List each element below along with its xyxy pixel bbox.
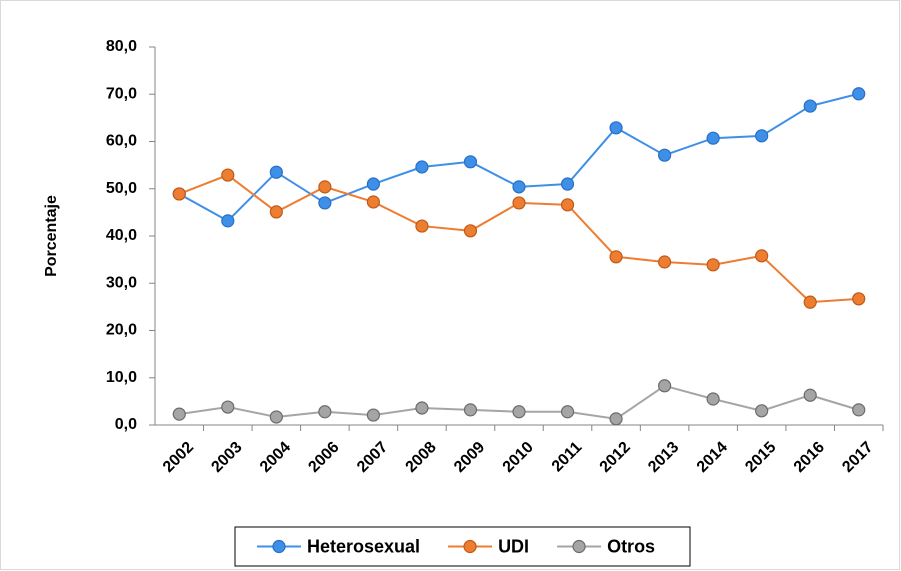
data-point bbox=[221, 214, 235, 228]
data-point bbox=[657, 379, 672, 393]
data-point bbox=[852, 292, 866, 306]
data-point bbox=[318, 196, 332, 210]
data-point bbox=[269, 410, 283, 424]
data-point bbox=[803, 295, 817, 309]
data-point bbox=[318, 180, 332, 194]
y-axis-title: Porcentaje bbox=[43, 195, 60, 277]
data-point bbox=[609, 121, 623, 135]
data-point bbox=[852, 403, 866, 417]
legend-label: Otros bbox=[607, 536, 655, 556]
data-point bbox=[609, 250, 623, 264]
legend-marker bbox=[572, 539, 586, 554]
data-point bbox=[706, 131, 720, 145]
data-point bbox=[366, 177, 380, 191]
data-point bbox=[172, 407, 186, 421]
data-point bbox=[803, 99, 817, 113]
legend-label: Heterosexual bbox=[307, 536, 420, 556]
data-point bbox=[415, 160, 429, 174]
legend-marker bbox=[272, 539, 286, 554]
data-point bbox=[852, 87, 866, 101]
y-tick-label: 20,0 bbox=[106, 322, 137, 339]
data-point bbox=[415, 219, 429, 233]
legend-label: UDI bbox=[498, 536, 529, 556]
data-point bbox=[512, 405, 526, 419]
y-tick-label: 0,0 bbox=[115, 416, 137, 433]
data-point bbox=[657, 148, 672, 162]
y-tick-label: 80,0 bbox=[106, 38, 137, 55]
data-point bbox=[755, 404, 769, 418]
data-point bbox=[463, 403, 478, 417]
data-point bbox=[512, 196, 526, 210]
data-point bbox=[221, 400, 235, 414]
data-point bbox=[172, 187, 186, 201]
data-point bbox=[221, 168, 235, 182]
data-point bbox=[512, 180, 526, 194]
data-point bbox=[560, 198, 575, 212]
data-point bbox=[269, 165, 283, 179]
legend-marker bbox=[463, 539, 477, 554]
y-tick-label: 70,0 bbox=[106, 85, 137, 102]
data-point bbox=[560, 177, 575, 191]
y-tick-label: 60,0 bbox=[106, 133, 137, 150]
data-point bbox=[657, 255, 672, 269]
data-point bbox=[318, 405, 332, 419]
data-point bbox=[415, 401, 429, 415]
data-point bbox=[463, 224, 478, 238]
data-point bbox=[269, 205, 283, 219]
y-tick-label: 30,0 bbox=[106, 274, 137, 291]
data-point bbox=[755, 129, 769, 143]
data-point bbox=[463, 155, 478, 169]
y-tick-label: 50,0 bbox=[106, 180, 137, 197]
data-point bbox=[609, 412, 623, 426]
data-point bbox=[803, 388, 817, 402]
data-point bbox=[755, 249, 769, 263]
data-point bbox=[706, 258, 720, 272]
y-tick-label: 40,0 bbox=[106, 227, 137, 244]
data-point bbox=[560, 405, 575, 419]
data-point bbox=[366, 195, 380, 209]
data-point bbox=[366, 408, 380, 422]
y-tick-label: 10,0 bbox=[106, 369, 137, 386]
data-point bbox=[706, 392, 720, 406]
